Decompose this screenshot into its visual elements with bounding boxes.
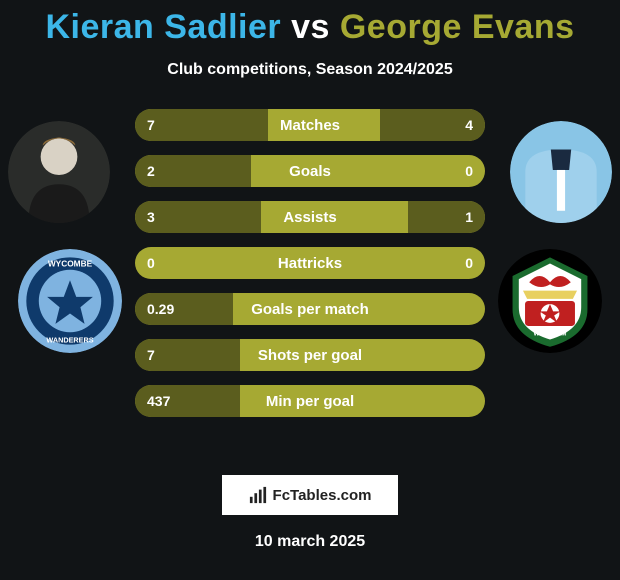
stat-value-right: 0 bbox=[465, 163, 473, 179]
stat-row: 3 1 Assists bbox=[135, 201, 485, 233]
stat-label: Goals bbox=[289, 163, 331, 180]
stat-row: 2 0 Goals bbox=[135, 155, 485, 187]
stat-label: Assists bbox=[283, 209, 336, 226]
date-label: 10 march 2025 bbox=[0, 533, 620, 551]
stat-row: 437 Min per goal bbox=[135, 385, 485, 417]
player1-avatar bbox=[8, 121, 110, 223]
player2-club-crest: WREXHAM bbox=[498, 249, 602, 353]
stat-label: Goals per match bbox=[251, 301, 369, 318]
stat-row: 0.29 Goals per match bbox=[135, 293, 485, 325]
player1-club-crest: WYCOMBE WANDERERS bbox=[18, 249, 122, 353]
stat-label: Shots per goal bbox=[258, 347, 362, 364]
stat-row: 7 Shots per goal bbox=[135, 339, 485, 371]
stat-value-left: 0.29 bbox=[147, 301, 174, 317]
stat-label: Matches bbox=[280, 117, 340, 134]
stat-label: Hattricks bbox=[278, 255, 342, 272]
stat-value-right: 4 bbox=[465, 117, 473, 133]
svg-text:WREXHAM: WREXHAM bbox=[534, 330, 567, 337]
stat-value-left: 437 bbox=[147, 393, 170, 409]
page-title: Kieran Sadlier vs George Evans bbox=[0, 0, 620, 47]
stat-fill-right bbox=[408, 201, 485, 233]
stat-value-right: 1 bbox=[465, 209, 473, 225]
stat-value-left: 0 bbox=[147, 255, 155, 271]
stat-rows: 7 4 Matches 2 0 Goals 3 1 Assists 0 0 Hattricks 0.29… bbox=[135, 109, 485, 417]
stat-value-left: 3 bbox=[147, 209, 155, 225]
stat-label: Min per goal bbox=[266, 393, 354, 410]
branding-badge: FcTables.com bbox=[222, 475, 398, 515]
stat-value-left: 7 bbox=[147, 347, 155, 363]
chart-bars-icon bbox=[249, 486, 267, 504]
player2-name: George Evans bbox=[340, 8, 575, 46]
svg-text:WANDERERS: WANDERERS bbox=[46, 336, 93, 345]
stat-value-right: 0 bbox=[465, 255, 473, 271]
stat-value-left: 2 bbox=[147, 163, 155, 179]
subtitle: Club competitions, Season 2024/2025 bbox=[0, 61, 620, 79]
stat-row: 7 4 Matches bbox=[135, 109, 485, 141]
svg-text:WYCOMBE: WYCOMBE bbox=[48, 259, 93, 269]
comparison-panel: WYCOMBE WANDERERS WREXHAM 7 4 Matches 2 0 Goa… bbox=[0, 109, 620, 449]
player2-avatar bbox=[510, 121, 612, 223]
player1-name: Kieran Sadlier bbox=[45, 8, 281, 46]
title-separator: vs bbox=[291, 8, 330, 46]
stat-value-left: 7 bbox=[147, 117, 155, 133]
branding-text: FcTables.com bbox=[273, 487, 372, 504]
stat-row: 0 0 Hattricks bbox=[135, 247, 485, 279]
